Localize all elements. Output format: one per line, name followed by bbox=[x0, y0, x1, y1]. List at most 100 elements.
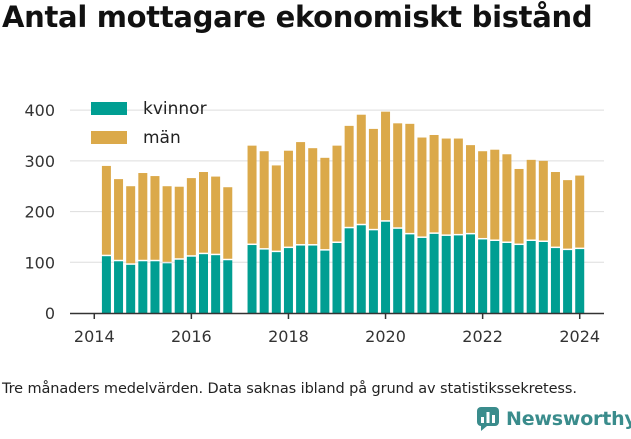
bar-kvinnor bbox=[283, 248, 293, 313]
bar-man bbox=[441, 138, 451, 235]
newsworthy-chart-icon bbox=[477, 407, 499, 431]
bar-kvinnor bbox=[126, 264, 136, 313]
bar-man bbox=[575, 175, 585, 248]
bar-man bbox=[223, 187, 233, 259]
bar-man bbox=[526, 159, 536, 240]
bar-kvinnor bbox=[332, 243, 342, 313]
bar-kvinnor bbox=[502, 243, 512, 313]
legend-swatch bbox=[91, 102, 127, 115]
bar-man bbox=[150, 176, 160, 260]
bar-man bbox=[393, 123, 403, 228]
legend-item-man-label: män bbox=[143, 128, 181, 148]
bar-man bbox=[417, 137, 427, 237]
logo-text: Newsworthy bbox=[506, 408, 631, 430]
legend-swatch bbox=[91, 131, 127, 144]
bar-kvinnor bbox=[296, 245, 306, 313]
bar-kvinnor bbox=[466, 234, 475, 313]
bar-kvinnor bbox=[150, 261, 160, 313]
bar-man bbox=[174, 186, 184, 259]
bar-kvinnor bbox=[514, 245, 524, 313]
bar-kvinnor bbox=[114, 261, 124, 313]
bar-kvinnor bbox=[138, 261, 148, 313]
bar-kvinnor bbox=[320, 250, 330, 313]
bar-man bbox=[478, 151, 488, 238]
bar-kvinnor bbox=[101, 256, 111, 313]
bar-man bbox=[162, 186, 172, 262]
footnote: Tre månaders medelvärden. Data saknas ib… bbox=[2, 381, 577, 397]
bar-man bbox=[114, 179, 124, 260]
bar-man bbox=[466, 145, 475, 233]
x-tick-label: 2020 bbox=[365, 327, 406, 346]
bar-kvinnor bbox=[526, 240, 536, 313]
bar-man bbox=[283, 150, 293, 247]
y-tick-label: 0 bbox=[45, 304, 55, 323]
y-tick-label: 100 bbox=[24, 253, 55, 272]
bar-kvinnor bbox=[550, 248, 560, 313]
stacked-bar-chart: 0 100 200 300 400 2014 2016 2018 2020 2022 2024 kv… bbox=[24, 99, 604, 346]
bar-man bbox=[332, 145, 342, 242]
bar-man bbox=[344, 125, 354, 227]
bar-kvinnor bbox=[356, 225, 366, 313]
bar-man bbox=[247, 145, 257, 244]
bar-man bbox=[368, 128, 378, 229]
axes: 0 100 200 300 400 2014 2016 2018 2020 2022 2024 bbox=[24, 101, 604, 346]
bar-kvinnor bbox=[174, 259, 184, 313]
bar-man bbox=[308, 148, 318, 245]
bar-man bbox=[320, 157, 330, 250]
bar-kvinnor bbox=[453, 235, 463, 313]
x-tick-label: 2018 bbox=[268, 327, 309, 346]
bar-man bbox=[490, 149, 500, 240]
bar-man bbox=[211, 176, 221, 254]
bar-man bbox=[126, 186, 136, 264]
bar-kvinnor bbox=[211, 255, 221, 313]
bar-man bbox=[259, 151, 269, 249]
bar-kvinnor bbox=[478, 239, 488, 313]
bar-man bbox=[356, 114, 366, 224]
bar-man bbox=[453, 138, 463, 234]
bar-man bbox=[514, 168, 524, 244]
y-tick-label: 400 bbox=[24, 101, 55, 120]
bar-man bbox=[502, 154, 512, 242]
bar-man bbox=[563, 180, 573, 249]
bar-kvinnor bbox=[381, 221, 391, 313]
bar-kvinnor bbox=[393, 228, 403, 313]
bar-man bbox=[199, 172, 208, 253]
x-tick-label: 2022 bbox=[462, 327, 503, 346]
bar-kvinnor bbox=[186, 256, 196, 313]
newsworthy-logo: Newsworthy bbox=[476, 406, 631, 432]
bar-man bbox=[101, 165, 111, 255]
y-tick-label: 300 bbox=[24, 152, 55, 171]
bar-kvinnor bbox=[575, 249, 585, 313]
bar-kvinnor bbox=[247, 245, 257, 313]
chart-title: Antal mottagare ekonomiskt bistånd bbox=[2, 0, 593, 34]
bar-man bbox=[271, 165, 281, 251]
bar-kvinnor bbox=[405, 234, 415, 313]
x-tick-label: 2016 bbox=[171, 327, 212, 346]
bar-man bbox=[538, 160, 548, 241]
bar-kvinnor bbox=[563, 250, 573, 313]
bar-man bbox=[429, 134, 439, 233]
bar-man bbox=[186, 178, 196, 256]
bar-kvinnor bbox=[162, 263, 172, 313]
bar-kvinnor bbox=[429, 233, 439, 313]
bar-kvinnor bbox=[259, 249, 269, 313]
x-tick-label: 2014 bbox=[74, 327, 115, 346]
bar-kvinnor bbox=[490, 240, 500, 313]
bar-man bbox=[296, 142, 306, 245]
bar-kvinnor bbox=[417, 237, 427, 313]
y-tick-label: 200 bbox=[24, 203, 55, 222]
x-tick-label: 2024 bbox=[559, 327, 600, 346]
legend: kvinnor män bbox=[91, 99, 207, 148]
bar-kvinnor bbox=[271, 252, 281, 313]
bar-kvinnor bbox=[223, 260, 233, 313]
legend-item-kvinnor-label: kvinnor bbox=[143, 99, 207, 119]
bar-kvinnor bbox=[368, 230, 378, 313]
bar-kvinnor bbox=[344, 228, 354, 313]
bar-kvinnor bbox=[308, 245, 318, 313]
bar-kvinnor bbox=[199, 254, 208, 313]
bars bbox=[101, 111, 585, 313]
bar-kvinnor bbox=[538, 242, 548, 313]
bar-man bbox=[381, 111, 391, 221]
bar-man bbox=[550, 172, 560, 247]
bar-kvinnor bbox=[441, 235, 451, 313]
